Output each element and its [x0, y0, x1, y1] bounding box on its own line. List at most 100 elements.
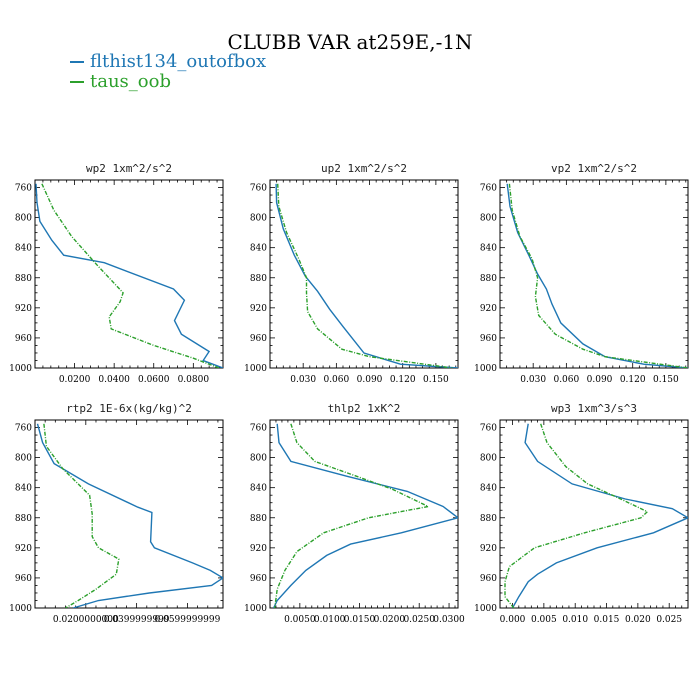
y-tick-label: 880	[250, 274, 267, 284]
series-line-flthist	[35, 183, 223, 368]
y-tick-label: 1000	[244, 604, 267, 614]
series-line-taus	[504, 423, 649, 608]
y-tick-label: 960	[15, 334, 32, 344]
y-tick-label: 1000	[9, 604, 32, 614]
plot-frame	[499, 179, 689, 369]
legend-label-taus: taus_oob	[90, 71, 171, 92]
series-line-flthist	[506, 183, 688, 368]
x-tick-label: 0.120	[390, 375, 416, 385]
series-line-flthist	[275, 183, 458, 368]
y-tick-label: 920	[15, 544, 32, 554]
series-line-flthist	[36, 423, 223, 608]
x-tick-label: 0.030	[290, 375, 316, 385]
panel-3: vp2 1xm^2/s^2 760 800 840 880 920 960 1000 0.030…	[474, 162, 689, 385]
y-tick-label: 800	[15, 214, 32, 224]
x-tick-label: 0.0050	[284, 615, 316, 625]
y-tick-label: 960	[480, 334, 497, 344]
legend-swatch-taus	[70, 81, 84, 83]
x-tick-label: 0.0399999999	[104, 615, 170, 625]
y-tick-label: 920	[480, 304, 497, 314]
y-tick-label: 960	[250, 334, 267, 344]
x-tick-label: 0.0200000000	[53, 615, 119, 625]
x-tick-label: 0.060	[553, 375, 579, 385]
x-tick-label: 0.0599999999	[155, 615, 221, 625]
x-tick-label: 0.0100	[314, 615, 346, 625]
y-tick-label: 760	[250, 424, 267, 434]
y-tick-label: 760	[480, 424, 497, 434]
y-tick-label: 920	[15, 304, 32, 314]
series-line-taus	[274, 423, 431, 608]
x-tick-label: 0.090	[587, 375, 613, 385]
y-tick-label: 840	[250, 484, 267, 494]
legend-label-flthist: flthist134_outofbox	[90, 51, 267, 72]
panel-title: thlp2 1xK^2	[328, 402, 401, 415]
x-tick-label: 0.0400	[98, 375, 130, 385]
y-tick-label: 1000	[9, 364, 32, 374]
y-tick-label: 840	[15, 244, 32, 254]
x-tick-label: 0.015	[594, 615, 620, 625]
series-line-flthist	[272, 423, 458, 608]
series-line-taus	[41, 183, 220, 368]
x-tick-label: 0.150	[653, 375, 679, 385]
y-tick-label: 880	[250, 514, 267, 524]
y-tick-label: 880	[480, 274, 497, 284]
y-tick-label: 960	[480, 574, 497, 584]
y-tick-label: 760	[15, 424, 32, 434]
x-tick-label: 0.0200	[59, 375, 91, 385]
x-tick-label: 0.020	[625, 615, 651, 625]
panel-2: up2 1xm^2/s^2 760 800 840 880 920 960 1000 0.030…	[244, 162, 459, 385]
x-tick-label: 0.005	[531, 615, 557, 625]
legend-item-taus: taus_oob	[70, 72, 266, 92]
y-tick-label: 960	[15, 574, 32, 584]
y-tick-label: 760	[250, 184, 267, 194]
y-tick-label: 920	[250, 544, 267, 554]
panel-1: wp2 1xm^2/s^2 760 800 840 880 920 960 1000 0.020…	[9, 162, 224, 385]
y-tick-label: 840	[15, 484, 32, 494]
panel-title: vp2 1xm^2/s^2	[551, 162, 637, 175]
figure-title: CLUBB VAR at259E,-1N	[227, 30, 473, 54]
y-tick-label: 920	[480, 544, 497, 554]
y-tick-label: 1000	[474, 364, 497, 374]
y-tick-label: 960	[250, 574, 267, 584]
x-tick-label: 0.025	[656, 615, 682, 625]
y-tick-label: 840	[480, 484, 497, 494]
series-line-taus	[277, 183, 453, 368]
series-line-taus	[43, 423, 120, 608]
y-tick-label: 800	[15, 454, 32, 464]
y-tick-label: 1000	[474, 604, 497, 614]
x-tick-label: 0.0250	[403, 615, 435, 625]
series-line-flthist	[511, 423, 688, 608]
panel-title: up2 1xm^2/s^2	[321, 162, 407, 175]
x-tick-label: 0.090	[357, 375, 383, 385]
x-tick-label: 0.0600	[138, 375, 170, 385]
x-tick-label: 0.150	[423, 375, 449, 385]
panel-title: wp3 1xm^3/s^3	[551, 402, 637, 415]
x-tick-label: 0.030	[520, 375, 546, 385]
panel-4: rtp2 1E-6x(kg/kg)^2 760 800 840 880 920 960 100…	[9, 402, 224, 625]
plot-frame	[34, 179, 224, 369]
y-tick-label: 840	[480, 244, 497, 254]
y-tick-label: 800	[250, 214, 267, 224]
y-tick-label: 880	[480, 514, 497, 524]
panel-title: rtp2 1E-6x(kg/kg)^2	[66, 402, 192, 415]
series-line-taus	[508, 183, 688, 368]
plot-frame	[269, 419, 459, 609]
plot-frame	[269, 179, 459, 369]
x-tick-label: 0.0300	[433, 615, 465, 625]
x-tick-label: 0.010	[562, 615, 588, 625]
y-tick-label: 760	[15, 184, 32, 194]
x-tick-label: 0.0150	[344, 615, 376, 625]
x-tick-label: 0.120	[620, 375, 646, 385]
y-tick-label: 920	[250, 304, 267, 314]
legend-item-flthist: flthist134_outofbox	[70, 52, 266, 72]
legend: flthist134_outofbox taus_oob	[70, 52, 266, 92]
x-tick-label: 0.060	[323, 375, 349, 385]
y-tick-label: 880	[15, 274, 32, 284]
y-tick-label: 760	[480, 184, 497, 194]
y-tick-label: 800	[480, 214, 497, 224]
x-tick-label: 0.0200	[374, 615, 406, 625]
y-tick-label: 840	[250, 244, 267, 254]
panel-5: thlp2 1xK^276080084088092096010000.00500…	[244, 402, 465, 625]
x-tick-label: 0.000	[500, 615, 526, 625]
